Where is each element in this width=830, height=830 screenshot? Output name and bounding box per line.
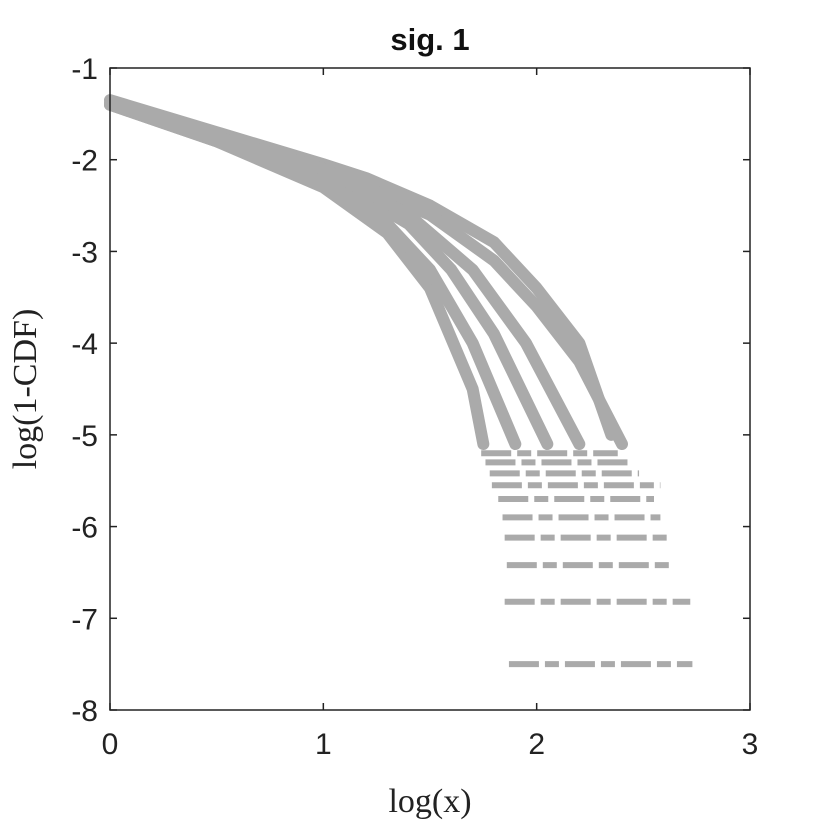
- y-tick-label: -4: [71, 328, 98, 361]
- y-tick-label: -7: [71, 603, 98, 636]
- x-axis-label: log(x): [388, 783, 471, 820]
- x-tick-label: 3: [742, 728, 759, 761]
- y-tick-label: -2: [71, 145, 98, 178]
- x-tick-label: 2: [528, 728, 545, 761]
- plot-frame: [109, 67, 751, 711]
- y-tick-label: -3: [71, 236, 98, 269]
- y-tick-label: -1: [71, 53, 98, 86]
- chart-title: sig. 1: [390, 22, 469, 57]
- x-tick-label: 1: [315, 728, 332, 761]
- y-tick-label: -5: [71, 420, 98, 453]
- y-axis-label: log(1-CDF): [7, 309, 44, 470]
- y-tick-label: -8: [71, 695, 98, 728]
- curve: [104, 96, 586, 451]
- y-tick-label: -6: [71, 512, 98, 545]
- x-tick-label: 0: [102, 728, 119, 761]
- curve: [104, 98, 628, 451]
- curve: [104, 94, 618, 441]
